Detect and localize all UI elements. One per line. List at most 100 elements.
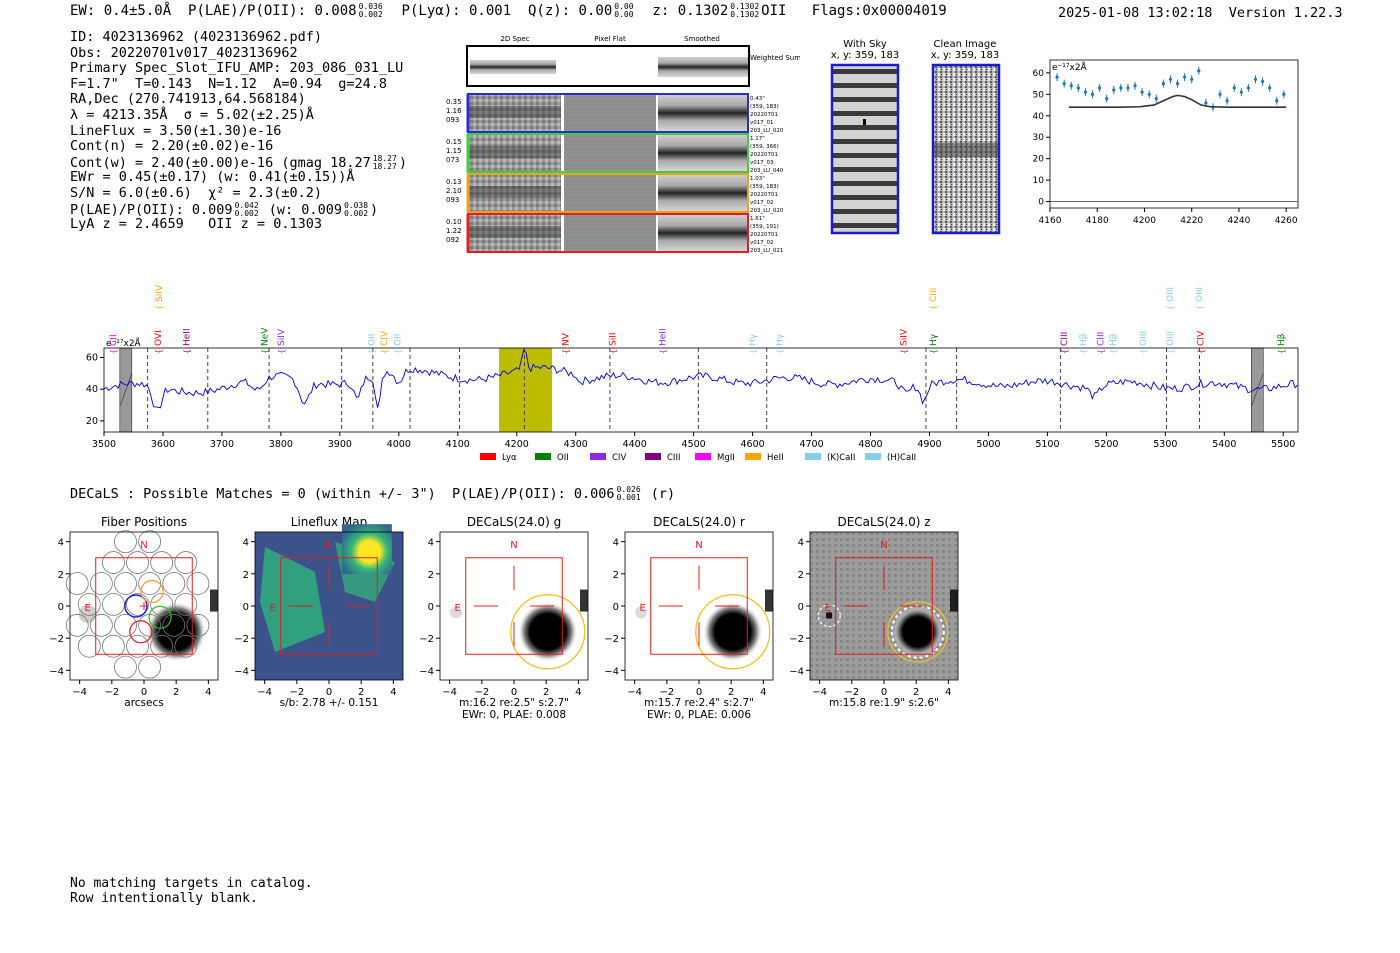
fiber-circle	[126, 551, 149, 574]
fiber-circle	[65, 613, 89, 637]
full-xtick-label: 4400	[623, 439, 647, 450]
row-meta-3: 20220701	[750, 152, 778, 158]
row-meta-2: (359, 183)	[750, 184, 779, 190]
full-xtick-label: 4100	[446, 439, 470, 450]
fiber-circle	[138, 655, 162, 679]
panel-xtick-label: 2	[543, 687, 549, 698]
edge-source	[210, 589, 218, 612]
line-label-brace: {	[1197, 349, 1206, 354]
zoom-data-point	[1268, 86, 1272, 90]
decals-summary: DECaLS : Possible Matches = 0 (within +/…	[70, 485, 676, 503]
panel-xtick-label: −4	[442, 687, 457, 698]
masked-hatch	[119, 373, 133, 407]
info-sn: S/N = 6.0(±0.6) χ² = 2.3(±0.2)	[70, 184, 322, 201]
panel-ytick-label: −2	[604, 634, 619, 645]
panel-xtick-label: 4	[945, 687, 951, 698]
panel-xtick-label: 2	[358, 687, 364, 698]
line-label: NV	[562, 332, 572, 346]
line-label-brace: {	[368, 349, 377, 354]
line-label-brace: {	[260, 349, 269, 354]
row-smooth-image	[658, 94, 748, 132]
zoom-ytick-label: 0	[1038, 198, 1044, 208]
fiber-circle	[150, 551, 174, 574]
line-label-brace: {	[154, 349, 163, 354]
panel-xtick-label: 0	[141, 687, 147, 698]
row-2d-trace	[469, 146, 561, 158]
line-label-brace: {	[1139, 349, 1148, 354]
fiber-circle	[138, 530, 162, 554]
line-label: HeII	[658, 328, 668, 346]
decals-panel: DECaLS(24.0) g N E −4 −4 −2 −2 0 0 2 2 4 4 m:16.2 re:…	[419, 515, 589, 721]
full-spectrum-chart: 3500 3600 3700 3800 3900 4000 4100 4200 4300 4400…	[86, 284, 1299, 462]
fiber-circle	[186, 613, 210, 637]
full-xtick-label: 3900	[328, 439, 352, 450]
fiber-circle	[114, 530, 137, 554]
panel-ytick-label: 4	[613, 538, 619, 549]
panel-xtick-label: 2	[728, 687, 734, 698]
panel-image	[440, 532, 588, 680]
line-label: Hγ	[749, 333, 759, 346]
full-xtick-label: 5500	[1271, 439, 1295, 450]
zoom-data-point	[1147, 92, 1151, 96]
info-ewr: EWr = 0.45(±0.17) (w: 0.41(±0.15))Å	[70, 169, 355, 186]
line-label-brace: {	[776, 349, 785, 354]
row-value-3: 093	[446, 196, 459, 204]
row-smooth-image	[658, 174, 748, 212]
full-plot-frame	[103, 347, 1299, 433]
line-label: CIII	[929, 288, 939, 302]
north-label: N	[695, 540, 702, 551]
line-label: OIII	[1166, 331, 1176, 346]
zoom-data-point	[1098, 86, 1102, 90]
panel-caption-2: EWr: 0, PLAE: 0.006	[647, 709, 751, 721]
legend-swatch	[480, 453, 496, 460]
panel-ytick-label: 0	[58, 602, 64, 613]
footer-notes: No matching targets in catalog. Row inten…	[70, 876, 313, 906]
line-label: CIV	[1197, 330, 1207, 346]
east-label: E	[825, 603, 831, 614]
panel-ytick-label: 4	[428, 538, 434, 549]
zoom-data-point	[1083, 90, 1088, 94]
info-lineflux: LineFlux = 3.50(±1.30)e-16	[70, 122, 282, 139]
col-pixel-flat: Pixel Flat	[594, 35, 626, 43]
version: Version 1.22.3	[1228, 5, 1343, 21]
info-radec: RA,Dec (270.741913,64.568184)	[70, 91, 306, 108]
zoom-data-point	[1069, 84, 1073, 88]
aperture-ellipse	[510, 594, 586, 670]
east-label: E	[640, 603, 646, 614]
zoom-data-point	[1253, 77, 1258, 81]
fiber-circle	[174, 551, 198, 574]
zoom-ylabel: e⁻¹⁷x2Å	[1052, 61, 1088, 73]
row-2d-trace	[469, 106, 561, 118]
line-label-brace: {	[1079, 349, 1088, 354]
panel-ytick-label: 2	[613, 570, 619, 581]
line-label-brace: {	[929, 305, 938, 310]
bright-source	[892, 606, 943, 657]
row-value-1: 0.13	[446, 178, 462, 186]
region-box	[280, 557, 378, 655]
panel-ytick-label: 0	[613, 602, 619, 613]
line-label-brace: {	[1060, 349, 1069, 354]
masked-hatch	[1251, 373, 1264, 407]
row-smooth-image	[658, 214, 748, 252]
row-meta-1: 1.03"	[750, 176, 765, 182]
row-flat-image	[564, 94, 656, 132]
info-fit: F=1.7" T=0.143 N=1.12 A=0.94 g=24.8	[70, 75, 387, 92]
with-sky-image	[832, 65, 898, 233]
panel-xtick-label: 2	[173, 687, 179, 698]
spectra-cutouts: 2D Spec Pixel Flat Smoothed Weighted Sum…	[446, 35, 800, 254]
row-meta-2: (359, 366)	[750, 144, 779, 150]
panel-ytick-label: 4	[243, 538, 249, 549]
fiber-2	[148, 605, 172, 629]
zoom-spectrum-chart: 4160 4180 4200 4220 4240 4260 0 10 20 30 40 50 60 e⁻¹…	[1033, 59, 1299, 226]
qz-value: Q(z): 0.00	[527, 3, 613, 19]
zoom-ytick-label: 40	[1033, 112, 1045, 122]
zoom-ytick-label: 50	[1033, 90, 1045, 100]
panel-title: DECaLS(24.0) g	[467, 515, 561, 529]
line-label-brace: {	[929, 349, 938, 354]
zoom-data-point	[1275, 99, 1279, 103]
line-label-brace: {	[155, 305, 164, 310]
zoom-data-point	[1246, 86, 1250, 90]
zoom-data-point	[1112, 88, 1116, 92]
legend-swatch	[535, 453, 551, 460]
